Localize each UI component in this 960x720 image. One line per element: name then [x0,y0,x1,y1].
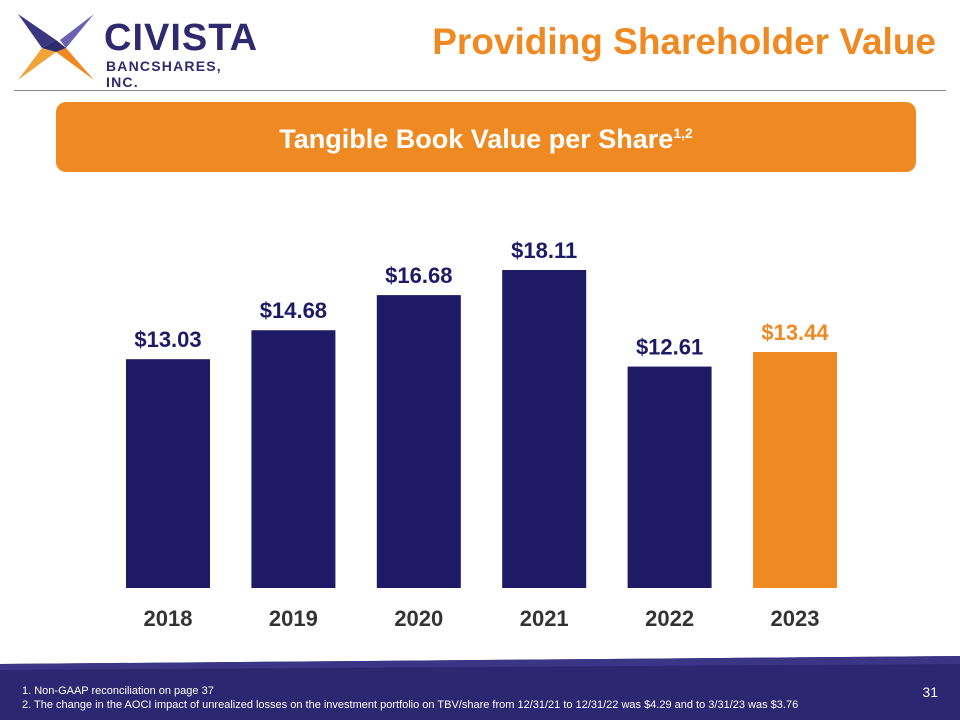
chart-svg: $13.03 2018 $14.68 2019 $16.68 2020 $18.11 2021… [126,238,837,631]
chart-banner: Tangible Book Value per Share1,2 [56,102,916,172]
x-tick-label-2020: 2020 [394,606,443,631]
logo-name: CIVISTA [104,17,259,59]
data-label-2019: $14.68 [260,298,327,323]
footer-band [0,656,960,720]
footnotes: 1. Non-GAAP reconciliation on page 37 2.… [22,684,798,712]
data-label-2022: $12.61 [636,335,703,360]
x-tick-label-2021: 2021 [520,606,569,631]
bar-2018 [126,359,210,588]
bar-2023 [753,352,837,588]
footnote-2: 2. The change in the AOCI impact of unre… [22,699,799,711]
bar-2022 [627,366,712,588]
tbv-bar-chart: $13.03 2018 $14.68 2019 $16.68 2020 $18.11 2021… [0,180,960,640]
banner-footnote-ref: 1,2 [673,125,693,141]
banner-title: Tangible Book Value per Share1,2 [279,116,693,156]
footnote-1: 1. Non-GAAP reconciliation on page 37 [22,685,214,697]
banner-title-text: Tangible Book Value per Share [279,124,674,154]
footer: 1. Non-GAAP reconciliation on page 37 2.… [0,656,960,720]
data-label-2023: $13.44 [761,320,829,345]
data-label-2020: $16.68 [385,263,452,288]
x-tick-label-2022: 2022 [645,606,694,631]
page-title: Providing Shareholder Value [432,21,936,62]
bar-2019 [251,330,336,588]
x-tick-label-2019: 2019 [269,606,318,631]
page-number: 31 [922,684,938,700]
bar-2020 [376,295,461,588]
bar-2021 [502,270,587,588]
x-tick-label-2018: 2018 [144,606,193,631]
civista-logo: CIVISTA BANCSHARES, INC. [12,10,257,90]
logo-subtitle: BANCSHARES, INC. [106,58,222,90]
data-label-2018: $13.03 [134,327,201,352]
header-divider [14,90,946,91]
data-label-2021: $18.11 [511,238,577,263]
logo-star-icon [18,14,94,80]
x-tick-label-2023: 2023 [771,606,820,631]
